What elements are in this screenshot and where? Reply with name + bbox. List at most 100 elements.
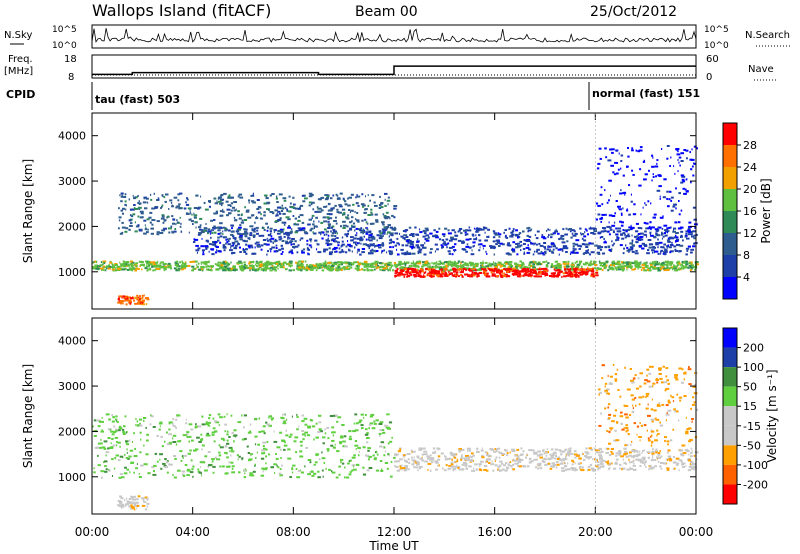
data-point xyxy=(505,252,509,255)
data-point xyxy=(217,232,220,235)
data-point xyxy=(679,267,682,270)
data-point xyxy=(323,205,327,208)
data-point xyxy=(648,465,651,468)
data-point xyxy=(278,212,282,215)
data-point xyxy=(675,238,680,241)
data-point xyxy=(566,468,571,471)
data-point xyxy=(423,264,427,267)
data-point xyxy=(151,223,154,226)
data-point xyxy=(383,216,387,219)
data-point xyxy=(313,227,315,229)
data-point xyxy=(516,455,520,458)
data-point xyxy=(523,263,525,266)
data-point xyxy=(324,428,326,431)
data-point xyxy=(632,226,635,229)
data-point xyxy=(134,221,136,224)
data-point xyxy=(315,269,318,272)
data-point xyxy=(425,237,429,240)
data-point xyxy=(555,228,557,231)
data-point xyxy=(390,460,393,463)
data-point xyxy=(251,200,255,203)
data-point xyxy=(224,260,227,263)
data-point xyxy=(563,265,566,268)
data-point xyxy=(341,249,344,251)
data-point xyxy=(529,274,533,277)
data-point xyxy=(384,204,387,207)
data-point xyxy=(265,455,268,458)
data-point xyxy=(441,245,444,248)
data-point xyxy=(281,262,283,265)
data-point xyxy=(277,210,281,213)
data-point xyxy=(429,274,433,277)
data-point xyxy=(184,261,187,264)
data-point xyxy=(654,263,659,266)
data-point xyxy=(283,223,286,226)
data-point xyxy=(241,269,245,272)
data-point xyxy=(282,212,286,215)
data-point xyxy=(585,250,589,253)
data-point xyxy=(263,432,266,435)
data-point xyxy=(445,261,448,263)
data-point xyxy=(411,247,413,250)
data-point xyxy=(604,265,606,268)
data-point xyxy=(535,250,538,253)
data-point xyxy=(244,264,248,267)
data-point xyxy=(322,231,325,234)
data-point xyxy=(391,214,394,217)
data-point xyxy=(217,413,221,416)
data-point xyxy=(299,206,301,209)
data-point xyxy=(334,261,338,264)
data-point xyxy=(238,246,241,249)
data-point xyxy=(552,272,556,275)
data-point xyxy=(285,216,290,219)
data-point xyxy=(174,228,177,230)
data-point xyxy=(470,452,474,455)
data-point xyxy=(476,451,480,453)
data-point xyxy=(599,264,602,267)
data-point xyxy=(398,232,401,235)
data-point xyxy=(630,261,633,264)
data-point xyxy=(284,206,287,209)
data-point xyxy=(210,219,213,222)
data-point xyxy=(227,243,231,246)
data-point xyxy=(383,215,387,217)
data-point xyxy=(538,463,541,466)
data-point xyxy=(389,233,393,236)
data-point xyxy=(389,217,391,220)
data-point xyxy=(255,457,257,459)
data-point xyxy=(612,261,615,264)
data-point xyxy=(603,230,607,233)
data-point xyxy=(314,239,318,242)
data-point xyxy=(336,450,340,453)
data-point xyxy=(241,233,245,236)
data-point xyxy=(578,467,581,470)
data-point xyxy=(253,235,256,238)
data-point xyxy=(447,458,451,460)
data-point xyxy=(347,462,350,465)
data-point xyxy=(617,268,621,271)
data-point xyxy=(498,464,502,467)
data-point xyxy=(605,461,609,464)
data-point xyxy=(414,265,417,268)
data-point xyxy=(445,464,448,467)
data-point xyxy=(437,266,441,269)
data-point xyxy=(425,229,429,232)
data-point xyxy=(592,232,597,235)
data-point xyxy=(293,440,297,443)
data-point xyxy=(625,455,629,458)
data-point xyxy=(145,426,147,429)
data-point xyxy=(272,242,274,244)
data-point xyxy=(145,265,147,268)
data-point xyxy=(365,195,366,198)
data-point xyxy=(231,252,234,255)
data-point xyxy=(685,465,687,468)
data-point xyxy=(678,161,680,164)
data-point xyxy=(124,297,129,300)
data-point xyxy=(239,234,243,237)
data-point xyxy=(232,242,236,245)
data-point xyxy=(595,458,599,461)
data-point xyxy=(93,419,97,422)
data-point xyxy=(256,229,259,232)
data-point xyxy=(443,241,446,244)
data-point xyxy=(228,212,232,215)
